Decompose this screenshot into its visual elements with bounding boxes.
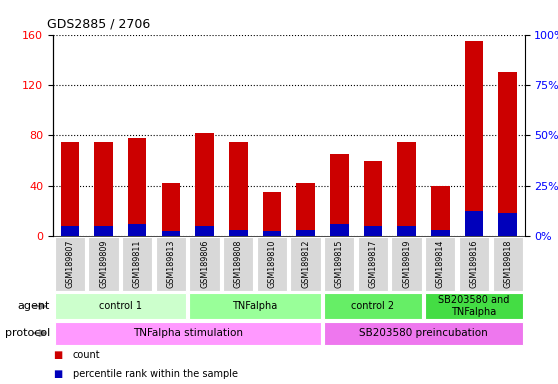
Text: GSM189815: GSM189815 bbox=[335, 240, 344, 288]
Bar bbox=[55, 293, 186, 319]
Bar bbox=[364, 161, 382, 236]
Text: control 2: control 2 bbox=[352, 301, 395, 311]
Bar bbox=[493, 237, 523, 291]
Text: ■: ■ bbox=[53, 369, 62, 379]
Bar bbox=[330, 223, 349, 236]
Bar bbox=[61, 142, 79, 236]
Text: count: count bbox=[73, 350, 100, 360]
Text: protocol: protocol bbox=[5, 328, 50, 338]
Bar bbox=[162, 231, 180, 236]
Text: percentile rank within the sample: percentile rank within the sample bbox=[73, 369, 238, 379]
Bar bbox=[364, 226, 382, 236]
Bar bbox=[189, 237, 220, 291]
Bar bbox=[94, 142, 113, 236]
Text: GSM189817: GSM189817 bbox=[368, 240, 377, 288]
Bar bbox=[296, 230, 315, 236]
Text: GSM189808: GSM189808 bbox=[234, 240, 243, 288]
Text: GSM189819: GSM189819 bbox=[402, 240, 411, 288]
Bar bbox=[128, 223, 146, 236]
Text: TNFalpha stimulation: TNFalpha stimulation bbox=[133, 328, 243, 338]
Bar bbox=[189, 293, 321, 319]
Bar bbox=[358, 237, 388, 291]
Text: SB203580 and
TNFalpha: SB203580 and TNFalpha bbox=[439, 295, 509, 317]
Bar bbox=[61, 226, 79, 236]
Text: GSM189811: GSM189811 bbox=[133, 240, 142, 288]
Bar bbox=[330, 154, 349, 236]
Bar bbox=[465, 211, 483, 236]
Bar bbox=[257, 237, 287, 291]
Bar bbox=[156, 237, 186, 291]
Text: GSM189812: GSM189812 bbox=[301, 240, 310, 288]
Bar bbox=[128, 138, 146, 236]
Bar bbox=[324, 293, 422, 319]
Bar bbox=[397, 226, 416, 236]
Bar bbox=[195, 226, 214, 236]
Bar bbox=[498, 214, 517, 236]
Bar bbox=[229, 142, 248, 236]
Bar bbox=[263, 231, 281, 236]
Bar bbox=[55, 322, 321, 344]
Text: GSM189806: GSM189806 bbox=[200, 240, 209, 288]
Bar bbox=[122, 237, 152, 291]
Bar bbox=[465, 41, 483, 236]
Text: TNFalpha: TNFalpha bbox=[233, 301, 278, 311]
Bar bbox=[296, 183, 315, 236]
Bar bbox=[459, 237, 489, 291]
Text: GSM189810: GSM189810 bbox=[267, 240, 276, 288]
Bar bbox=[94, 226, 113, 236]
Bar bbox=[397, 142, 416, 236]
Bar bbox=[162, 183, 180, 236]
Bar bbox=[392, 237, 422, 291]
Bar bbox=[425, 237, 455, 291]
Bar bbox=[263, 192, 281, 236]
Text: GSM189818: GSM189818 bbox=[503, 240, 512, 288]
Bar bbox=[431, 230, 450, 236]
Text: control 1: control 1 bbox=[99, 301, 142, 311]
Text: ■: ■ bbox=[53, 350, 62, 360]
Bar bbox=[55, 237, 85, 291]
Bar bbox=[431, 186, 450, 236]
Text: GSM189807: GSM189807 bbox=[65, 240, 74, 288]
Bar bbox=[425, 293, 523, 319]
Text: SB203580 preincubation: SB203580 preincubation bbox=[359, 328, 488, 338]
Text: GSM189813: GSM189813 bbox=[166, 240, 175, 288]
Bar bbox=[498, 72, 517, 236]
Text: GDS2885 / 2706: GDS2885 / 2706 bbox=[47, 17, 151, 30]
Text: agent: agent bbox=[18, 301, 50, 311]
Bar bbox=[291, 237, 321, 291]
Bar bbox=[324, 237, 354, 291]
Text: GSM189809: GSM189809 bbox=[99, 240, 108, 288]
Text: GSM189814: GSM189814 bbox=[436, 240, 445, 288]
Bar bbox=[229, 230, 248, 236]
Bar bbox=[324, 322, 523, 344]
Bar bbox=[88, 237, 119, 291]
Bar bbox=[223, 237, 253, 291]
Text: GSM189816: GSM189816 bbox=[469, 240, 479, 288]
Bar bbox=[195, 133, 214, 236]
